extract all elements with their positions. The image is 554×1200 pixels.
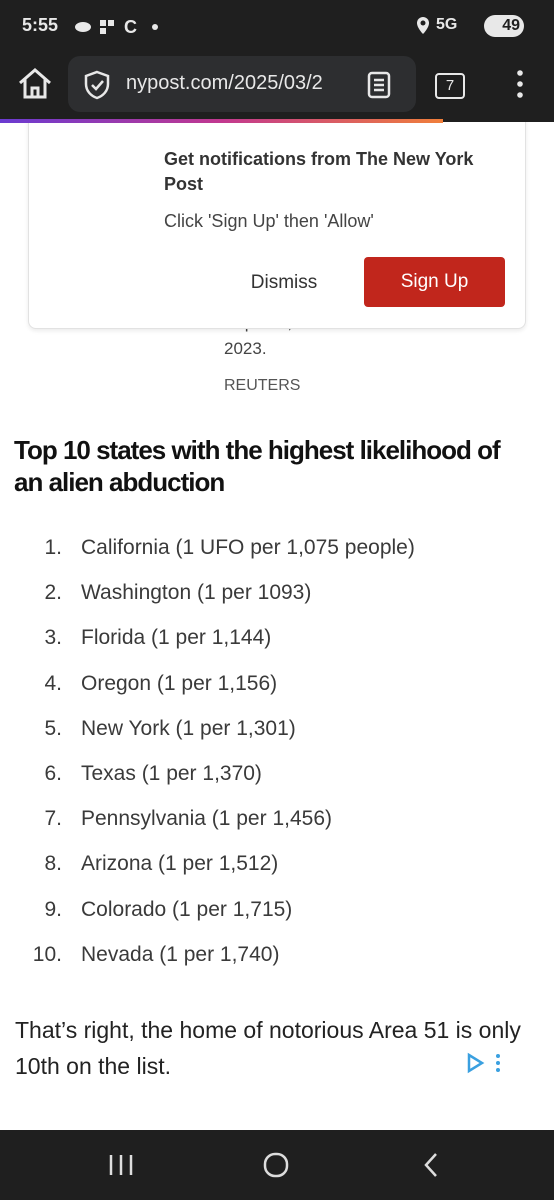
list-text: California (1 UFO per 1,075 people)	[81, 536, 415, 559]
list-item: 5. New York (1 per 1,301)	[0, 717, 554, 747]
ad-choices[interactable]	[466, 1052, 506, 1074]
list-number: 5.	[44, 716, 62, 740]
list-item: 8. Arizona (1 per 1,512)	[0, 852, 554, 882]
list-text: Colorado (1 per 1,715)	[81, 897, 293, 921]
url-text: nypost.com/2025/03/2	[126, 72, 323, 94]
list-number: 6.	[44, 762, 62, 785]
security-icon	[84, 70, 110, 100]
article-heading: Top 10 states with the highest likelihoo…	[14, 435, 501, 497]
list-item: 10. Nevada (1 per 1,740)	[0, 943, 554, 973]
list-text: Pennsylvania (1 per 1,456)	[81, 807, 332, 831]
list-item: 6. Texas (1 per 1,370)	[0, 762, 554, 792]
list-number: 8.	[44, 852, 62, 876]
notification-card: Get notifications from The New York Post…	[28, 100, 526, 329]
recents-button[interactable]	[106, 1152, 136, 1178]
photo-credit: REUTERS	[224, 377, 301, 394]
list-number: 10.	[32, 942, 62, 966]
menu-button[interactable]	[510, 68, 530, 100]
tab-count[interactable]: 7	[435, 73, 465, 99]
notification-message: Click 'Sign Up' then 'Allow'	[164, 211, 374, 231]
list-text: New York (1 per 1,301)	[81, 716, 296, 740]
network-type: 5G	[436, 16, 458, 33]
browser-chrome: 5:55 C 5G 49 nypost.com/2025/03/2 7	[0, 0, 554, 122]
list-text: Florida (1 per 1,144)	[81, 626, 272, 650]
list-number: 2.	[44, 581, 62, 605]
list-text: Texas (1 per 1,370)	[81, 762, 262, 785]
back-button[interactable]	[420, 1151, 444, 1179]
list-item: 2. Washington (1 per 1093)	[0, 581, 554, 611]
list-text: Oregon (1 per 1,156)	[81, 671, 278, 695]
home-nav-button[interactable]	[262, 1151, 292, 1179]
status-icons: C	[75, 17, 158, 37]
battery: 49	[484, 15, 524, 37]
list-number: 1.	[44, 536, 62, 559]
load-progress	[0, 119, 443, 123]
url-bar[interactable]: nypost.com/2025/03/2	[68, 56, 416, 112]
list-text: Nevada (1 per 1,740)	[81, 942, 280, 966]
list-number: 7.	[44, 807, 62, 831]
sign-up-button[interactable]: Sign Up	[364, 257, 505, 307]
dismiss-button[interactable]: Dismiss	[250, 272, 318, 293]
svg-text:C: C	[124, 17, 137, 37]
list-item: 1. California (1 UFO per 1,075 people)	[0, 536, 554, 566]
list-item: 7. Pennsylvania (1 per 1,456)	[0, 807, 554, 837]
reader-icon[interactable]	[366, 70, 392, 100]
system-nav-bar	[0, 1130, 554, 1200]
list-item: 9. Colorado (1 per 1,715)	[0, 898, 554, 928]
location-icon	[417, 17, 429, 34]
home-button[interactable]	[16, 66, 54, 102]
list-item: 4. Oregon (1 per 1,156)	[0, 672, 554, 702]
list-number: 4.	[44, 671, 62, 695]
list-number: 9.	[44, 897, 62, 921]
list-item: 3. Florida (1 per 1,144)	[0, 626, 554, 656]
list-number: 3.	[44, 626, 62, 650]
notification-title: Get notifications from The New York Post	[164, 149, 474, 194]
list-text: Arizona (1 per 1,512)	[81, 852, 279, 876]
status-time: 5:55	[22, 15, 59, 35]
article-paragraph: That’s right, the home of notorious Area…	[15, 1017, 521, 1079]
list-text: Washington (1 per 1093)	[81, 581, 312, 605]
